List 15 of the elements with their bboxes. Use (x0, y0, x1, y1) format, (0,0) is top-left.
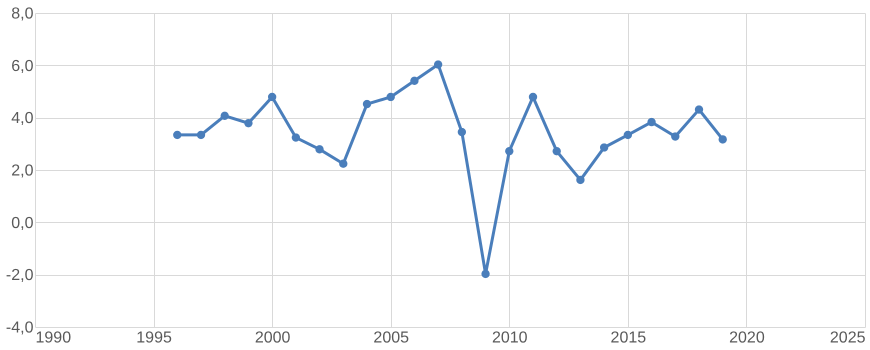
x-tick-label: 2010 (492, 330, 528, 346)
y-tick-label: 6,0 (11, 58, 34, 75)
y-tick-label: -4,0 (6, 320, 34, 336)
x-tick-label: 2005 (373, 330, 410, 346)
x-tick-label: 1990 (36, 330, 72, 346)
x-tick-label: 2020 (729, 330, 765, 346)
y-tick-label: -2,0 (6, 267, 34, 284)
y-tick-label: 2,0 (11, 162, 34, 180)
x-tick-label: 2025 (830, 330, 866, 346)
x-tick-label: 1995 (136, 330, 172, 346)
y-tick-label: 8,0 (11, 6, 34, 22)
y-tick-label: 4,0 (11, 110, 34, 128)
x-tick-label: 2015 (610, 330, 646, 346)
y-tick-label: 0,0 (11, 214, 34, 232)
x-tick-label: 2000 (254, 330, 291, 346)
